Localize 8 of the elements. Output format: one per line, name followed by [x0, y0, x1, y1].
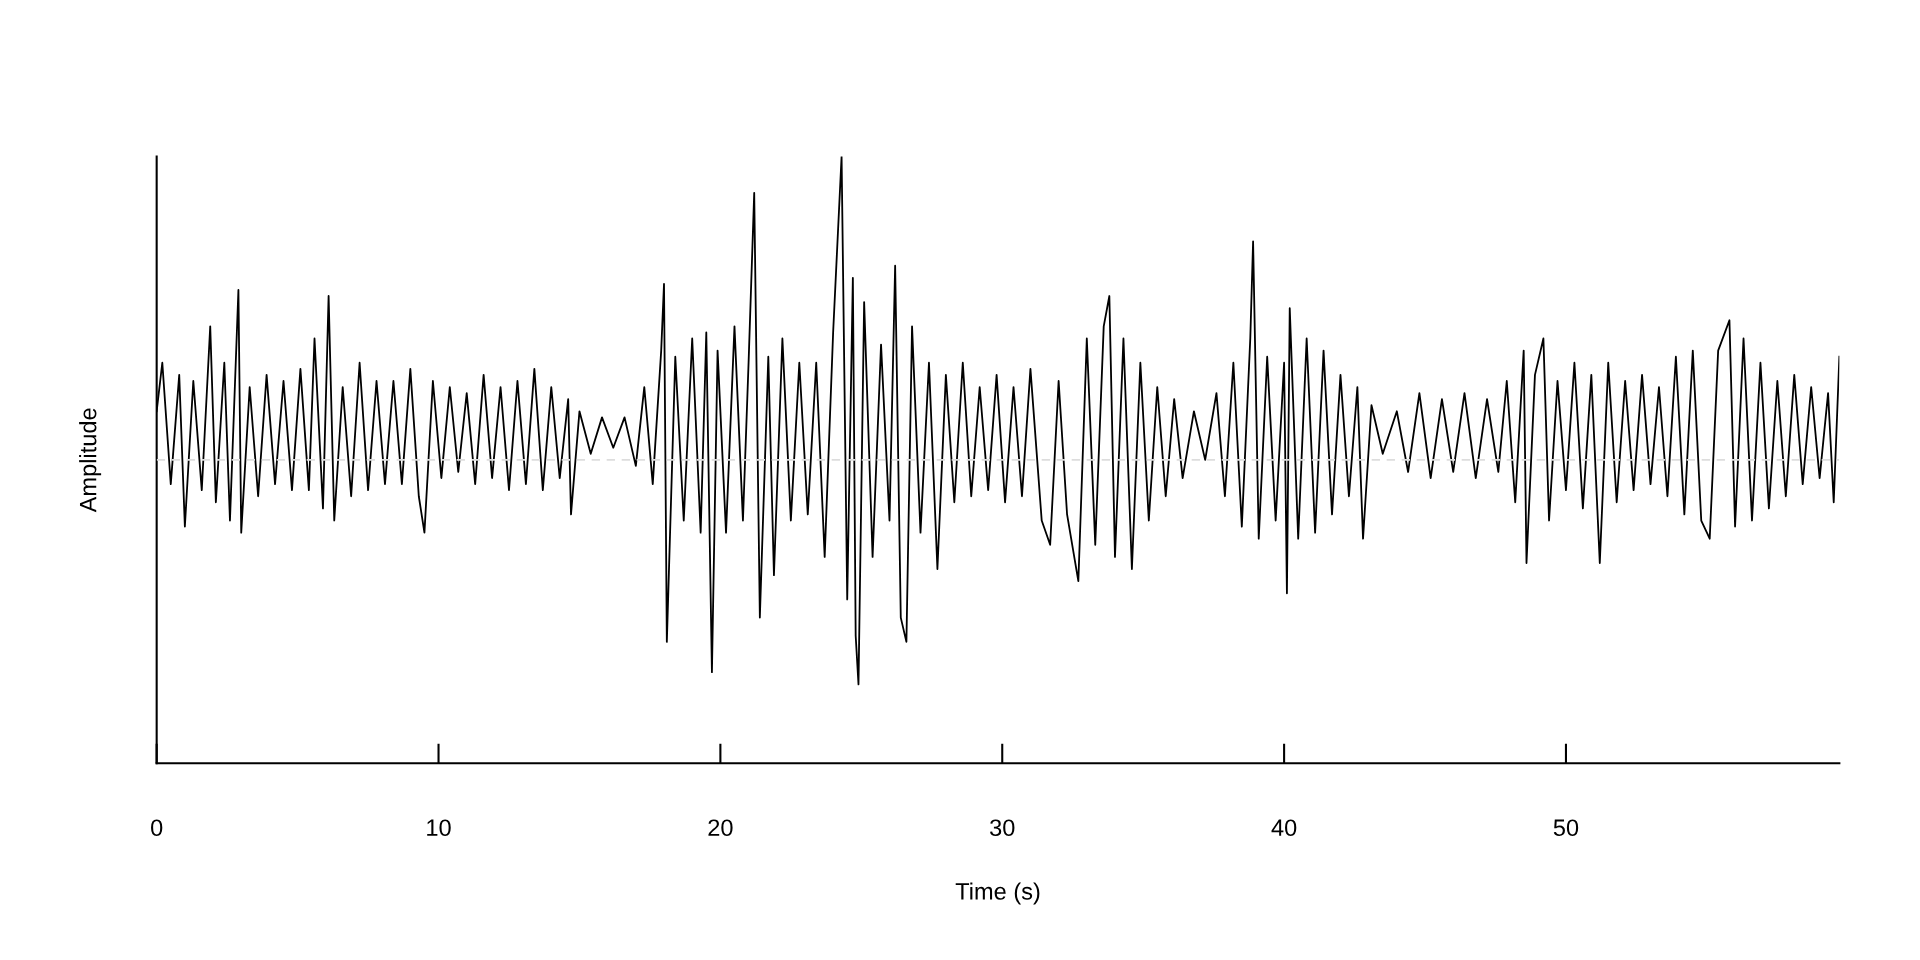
x-tick-label: 50: [1553, 819, 1579, 837]
x-tick-label: 0: [151, 819, 163, 837]
y-axis-title: Amplitude: [79, 408, 102, 513]
x-tick-label: 40: [1271, 819, 1297, 837]
x-tick-label: 20: [708, 819, 733, 837]
x-tick-label: 10: [427, 819, 451, 837]
x-tick-label: 30: [990, 819, 1015, 837]
x-axis-title: Time (s): [955, 882, 1040, 905]
